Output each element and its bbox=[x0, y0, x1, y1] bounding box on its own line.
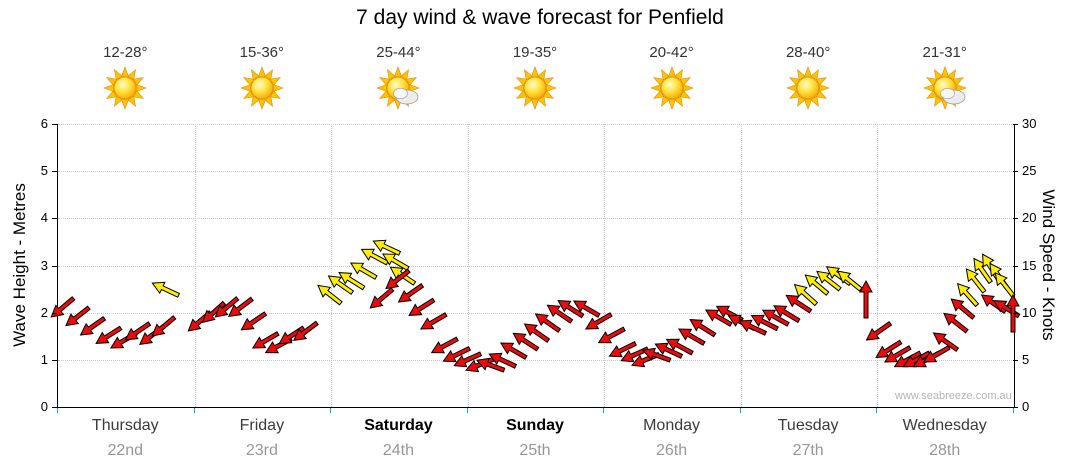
bottom-axis-tick bbox=[876, 408, 878, 413]
day-temperature-range: 19-35° bbox=[512, 44, 558, 61]
grid-line-vertical bbox=[604, 124, 606, 407]
grid-line-horizontal bbox=[58, 359, 1014, 361]
day-name-label: Wednesday bbox=[902, 417, 987, 434]
day-name-label: Saturday bbox=[364, 417, 433, 434]
bottom-axis-tick bbox=[739, 408, 741, 413]
right-axis-tick-label: 30 bbox=[1022, 116, 1037, 131]
left-axis-tick-label: 6 bbox=[40, 116, 48, 131]
bottom-axis-tick bbox=[57, 408, 58, 413]
left-axis-tick bbox=[52, 265, 57, 267]
grid-line-vertical bbox=[740, 124, 742, 407]
left-axis-tick-label: 1 bbox=[40, 351, 48, 367]
left-axis-tick-label: 4 bbox=[40, 210, 48, 226]
partly-cloudy-icon bbox=[885, 66, 1005, 115]
day-temperature-range: 28-40° bbox=[785, 44, 831, 61]
grid-line-horizontal bbox=[58, 265, 1014, 267]
bottom-axis-tick bbox=[1013, 408, 1014, 413]
partly-cloudy-icon bbox=[338, 66, 458, 115]
sun-icon bbox=[475, 66, 595, 115]
sun-icon bbox=[748, 66, 868, 115]
right-axis-tick-label: 10 bbox=[1022, 304, 1037, 320]
left-axis-tick-label: 3 bbox=[40, 257, 48, 273]
day-name-label: Friday bbox=[239, 417, 285, 434]
day-name-label: Monday bbox=[643, 417, 701, 434]
grid-line-horizontal bbox=[58, 218, 1014, 220]
grid-line-horizontal bbox=[58, 124, 1014, 125]
day-date-label: 26th bbox=[655, 442, 688, 459]
day-name-label: Thursday bbox=[91, 417, 159, 434]
right-axis-tick bbox=[1013, 218, 1018, 220]
day-date-label: 22nd bbox=[107, 442, 144, 459]
grid-line-vertical bbox=[467, 124, 469, 407]
day-name-label: Sunday bbox=[506, 417, 564, 434]
sun-icon bbox=[202, 66, 322, 115]
left-axis-tick-label: 2 bbox=[40, 304, 48, 320]
day-date-label: 27th bbox=[792, 442, 824, 459]
right-axis-tick bbox=[1013, 171, 1018, 173]
right-axis-tick-label: 5 bbox=[1022, 351, 1030, 367]
left-axis-tick bbox=[52, 171, 57, 173]
day-temperature-range: 15-36° bbox=[239, 44, 285, 61]
right-axis-tick bbox=[1013, 124, 1018, 125]
right-axis-tick-label: 15 bbox=[1022, 257, 1037, 273]
day-temperature-range: 12-28° bbox=[103, 44, 148, 61]
day-date-label: 28th bbox=[929, 442, 961, 459]
bottom-axis-tick bbox=[603, 408, 605, 413]
grid-line-vertical bbox=[877, 124, 879, 407]
left-axis-tick bbox=[52, 359, 57, 361]
plot-area bbox=[50, 124, 1021, 408]
right-axis-tick bbox=[1013, 407, 1018, 408]
right-axis-tick bbox=[1013, 312, 1018, 314]
day-date-label: 25th bbox=[519, 442, 551, 459]
day-date-label: 24th bbox=[382, 442, 414, 459]
right-axis-tick bbox=[1013, 359, 1018, 361]
grid-line-horizontal bbox=[58, 312, 1014, 314]
grid-line-vertical bbox=[331, 124, 333, 407]
day-temperature-range: 21-31° bbox=[922, 44, 967, 61]
chart-title: 7 day wind & wave forecast for Penfield bbox=[356, 6, 724, 29]
day-name-label: Tuesday bbox=[777, 417, 839, 434]
left-axis-tick bbox=[52, 407, 57, 408]
left-axis-tick-label: 0 bbox=[40, 399, 48, 414]
right-axis-tick-label: 20 bbox=[1022, 210, 1037, 226]
sun-icon bbox=[612, 66, 732, 115]
bottom-axis-tick bbox=[330, 408, 332, 413]
left-axis-tick bbox=[52, 218, 57, 220]
day-date-label: 23rd bbox=[245, 442, 278, 459]
left-axis-tick-label: 5 bbox=[40, 163, 48, 179]
right-axis-tick-label: 0 bbox=[1022, 399, 1030, 414]
day-temperature-range: 25-44° bbox=[376, 44, 421, 61]
bottom-axis-tick bbox=[466, 408, 468, 413]
left-axis-tick bbox=[52, 124, 57, 125]
grid-line-vertical bbox=[194, 124, 196, 407]
left-axis-tick bbox=[52, 312, 57, 314]
grid-line-horizontal bbox=[58, 171, 1014, 173]
watermark: www.seabreeze.com.au bbox=[895, 390, 1012, 402]
right-axis-tick bbox=[1013, 265, 1018, 267]
day-temperature-range: 20-42° bbox=[649, 44, 694, 61]
bottom-axis-tick bbox=[193, 408, 195, 413]
sun-icon bbox=[65, 66, 185, 115]
right-axis-tick-label: 25 bbox=[1022, 163, 1037, 179]
